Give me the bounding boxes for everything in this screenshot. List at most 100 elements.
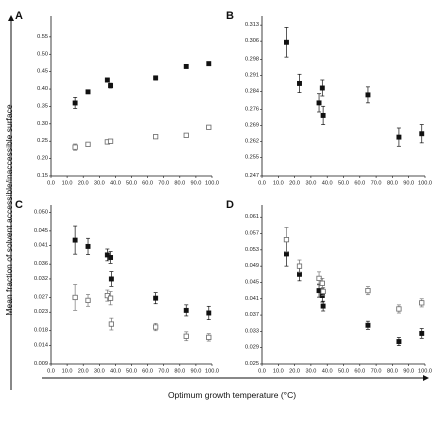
y-tick-label: 0.50: [37, 51, 48, 57]
x-tick-label: 50.0: [338, 181, 349, 187]
x-tick-label: 100.0: [418, 369, 432, 375]
data-point-open: [85, 141, 91, 147]
x-tick-label: 40.0: [322, 181, 333, 187]
data-point-filled: [284, 39, 289, 45]
panel-label: A: [15, 10, 23, 22]
y-tick-label: 0.037: [245, 312, 259, 318]
data-point-filled: [85, 243, 91, 249]
x-tick-label: 30.0: [94, 369, 105, 375]
data-point-open: [72, 144, 78, 150]
y-tick-label: 0.033: [245, 328, 259, 334]
data-point-open: [183, 333, 189, 339]
series-open: [72, 284, 212, 342]
panel-label: B: [226, 10, 234, 22]
y-tick-label: 0.009: [34, 361, 48, 367]
y-tick-label: 0.298: [245, 56, 259, 62]
data-point-open: [419, 300, 425, 306]
data-point-filled: [320, 303, 326, 309]
y-tick-label: 0.025: [245, 361, 259, 367]
y-tick-label: 0.247: [245, 173, 259, 179]
data-point-open: [320, 288, 326, 295]
y-tick-label: 0.049: [245, 263, 259, 269]
data-point-filled: [396, 134, 402, 140]
x-tick-label: 30.0: [305, 181, 316, 187]
data-point-filled: [419, 131, 425, 137]
y-tick-label: 0.041: [245, 296, 259, 302]
x-tick-label: 0.0: [258, 181, 266, 187]
x-tick-label: 20.0: [78, 181, 89, 187]
data-point-filled: [183, 307, 189, 313]
x-tick-label: 70.0: [371, 181, 382, 187]
panel-a: A 0.0 10.0 20.0 30.0 40.0 50.0 60.0 70.0 80.0 90.0…: [15, 10, 219, 186]
y-tick-label: 0.313: [245, 22, 259, 28]
y-tick-label: 0.269: [245, 123, 259, 129]
data-point-filled: [85, 89, 91, 95]
data-point-open: [396, 306, 402, 312]
x-tick-label: 90.0: [190, 369, 201, 375]
data-point-filled: [316, 100, 322, 106]
x-tick-label: 50.0: [126, 181, 137, 187]
data-point-filled: [206, 310, 212, 316]
y-tick-label: 0.036: [34, 261, 48, 267]
data-point-open: [153, 324, 159, 330]
x-tick-label: 10.0: [62, 181, 73, 187]
y-tick-label: 0.023: [34, 309, 48, 315]
data-point-filled: [365, 322, 371, 328]
y-tick-label: 0.276: [245, 107, 259, 113]
y-tick-label: 0.25: [37, 138, 48, 144]
y-tick-label: 0.35: [37, 103, 48, 109]
y-tick-label: 0.40: [37, 86, 48, 92]
x-tick-label: 40.0: [110, 369, 121, 375]
x-tick-label: 80.0: [174, 369, 185, 375]
data-point-open: [206, 124, 212, 130]
y-tick-label: 0.029: [245, 345, 259, 351]
data-point-filled: [72, 100, 78, 106]
x-tick-label: 90.0: [403, 369, 414, 375]
x-tick-label: 30.0: [305, 369, 316, 375]
x-tick-label: 90.0: [190, 181, 201, 187]
y-tick-label: 0.041: [34, 243, 48, 249]
data-point-filled: [153, 295, 159, 301]
x-tick-label: 50.0: [126, 369, 137, 375]
x-tick-label: 0.0: [258, 369, 266, 375]
series-filled: [284, 241, 425, 347]
data-point-open: [108, 321, 114, 327]
data-point-filled: [319, 85, 325, 91]
data-point-open: [183, 132, 189, 138]
x-axis-label: Optimum growth temperature (°C): [168, 390, 296, 400]
x-tick-label: 60.0: [142, 181, 153, 187]
panel-label: D: [226, 199, 234, 211]
y-tick-label: 0.291: [245, 72, 259, 78]
y-tick-label: 0.15: [37, 173, 48, 179]
data-point-open: [365, 288, 371, 294]
panel-c: C 0.0 10.0 20.0 30.0 40.0 50.0 60.0 70.0 80.0 90.0…: [15, 199, 219, 374]
x-tick-label: 0.0: [47, 181, 55, 187]
x-tick-label: 80.0: [387, 181, 398, 187]
x-tick-label: 10.0: [273, 181, 284, 187]
x-tick-label: 30.0: [94, 181, 105, 187]
y-tick-label: 0.20: [37, 156, 48, 162]
x-tick-label: 60.0: [142, 369, 153, 375]
x-tick-label: 60.0: [354, 369, 365, 375]
data-point-filled: [72, 237, 78, 243]
data-point-filled: [108, 83, 114, 89]
data-point-open: [107, 138, 114, 144]
data-point-filled: [297, 80, 302, 86]
x-tick-label: 100.0: [418, 181, 432, 187]
x-tick-label: 90.0: [403, 181, 414, 187]
y-tick-label: 0.032: [34, 276, 48, 282]
data-point-filled: [104, 77, 110, 83]
data-point-filled: [206, 61, 212, 67]
data-point-open: [85, 297, 91, 304]
data-point-filled: [153, 75, 159, 81]
y-tick-label: 0.014: [34, 343, 48, 349]
data-point-filled: [104, 252, 110, 258]
y-tick-label: 0.061: [245, 214, 259, 220]
data-point-open: [319, 280, 325, 286]
y-tick-label: 0.45: [37, 69, 48, 75]
data-point-filled: [419, 330, 425, 336]
x-tick-label: 10.0: [62, 369, 73, 375]
data-point-filled: [108, 255, 114, 260]
data-point-filled: [183, 63, 189, 69]
